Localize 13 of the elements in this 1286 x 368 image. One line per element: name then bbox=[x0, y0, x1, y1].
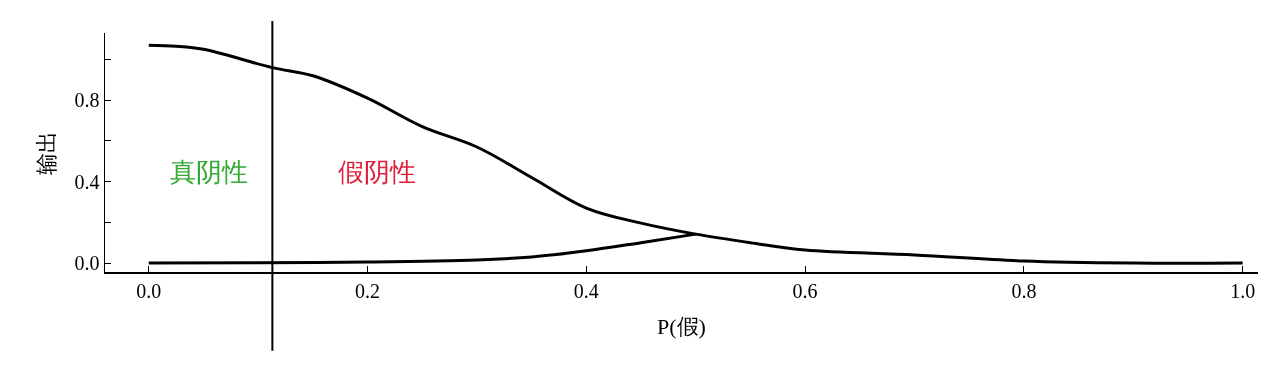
annotation: 真阴性 bbox=[170, 157, 248, 187]
y-axis-title: 输出 bbox=[33, 130, 59, 175]
x-tick-label: 0.0 bbox=[136, 279, 162, 302]
x-axis-title: P(假) bbox=[657, 314, 706, 340]
x-tick-label: 0.6 bbox=[792, 279, 818, 302]
x-tick-label: 1.0 bbox=[1230, 279, 1256, 302]
annotation: 假阴性 bbox=[338, 157, 416, 187]
y-tick-label: 0.4 bbox=[74, 170, 100, 193]
x-tick-label: 0.2 bbox=[355, 279, 381, 302]
x-tick-label: 0.8 bbox=[1011, 279, 1037, 302]
y-tick-label: 0.8 bbox=[74, 89, 100, 112]
x-tick-label: 0.4 bbox=[573, 279, 599, 302]
y-tick-label: 0.0 bbox=[74, 252, 100, 275]
